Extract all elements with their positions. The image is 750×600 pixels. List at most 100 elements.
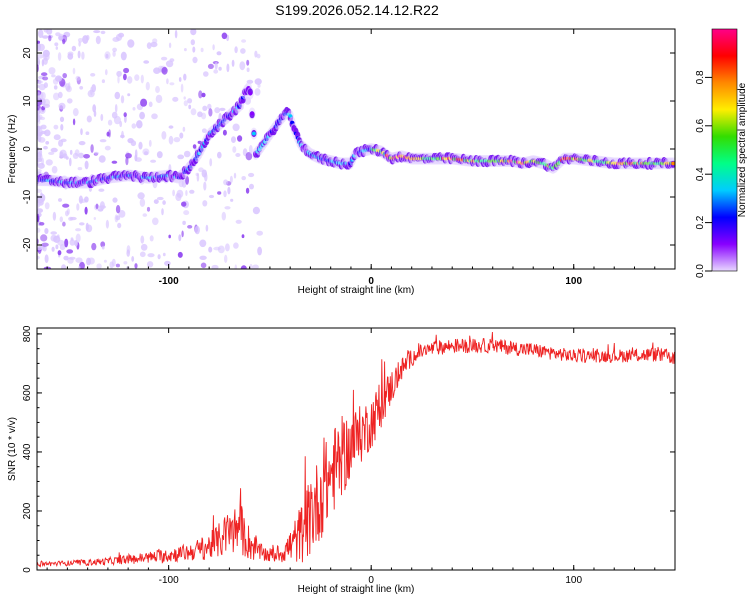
spectrogram-noise-blob — [140, 243, 148, 251]
spectrogram-noise-blob — [254, 88, 261, 96]
spectrogram-noise-blob — [40, 234, 48, 242]
spectrogram-noise-blob — [162, 252, 166, 257]
spectrogram-noise-blob — [75, 257, 83, 264]
spectrogram-noise-blob — [241, 176, 246, 181]
spectrogram-noise-blob — [90, 73, 96, 77]
spectrogram-xtick-label: -100 — [159, 276, 179, 287]
spectrogram-noise-blob — [121, 130, 124, 139]
colorbar-ticks: 0.0 0.2 0.4 0.6 0.8 — [695, 70, 712, 278]
spectrogram-noise-blob — [78, 41, 81, 47]
spectrogram-noise-blob — [37, 114, 41, 123]
spectrogram-noise-blob — [225, 243, 230, 252]
spectrogram-noise-blob — [140, 235, 145, 244]
spectrogram-noise-blob — [217, 191, 222, 195]
spectrogram-noise-blob — [81, 51, 85, 60]
spectrogram-noise-blob — [112, 50, 116, 57]
spectrogram-noise-blob — [178, 77, 182, 82]
spectrogram-noise-blob — [70, 237, 74, 241]
spectrogram-noise-blob — [230, 198, 234, 202]
spectrogram-noise-blob — [50, 147, 58, 153]
spectrogram-noise-blob — [169, 82, 175, 86]
spectrogram-noise-blob — [233, 172, 237, 179]
spectrogram-noise-blob — [199, 239, 207, 248]
snr-xtick-label: 100 — [565, 575, 582, 586]
spectrogram-noise-blob — [168, 234, 171, 239]
spectrogram-noise-blob — [98, 155, 106, 163]
spectrogram-noise-blob — [212, 44, 215, 51]
spectrogram-noise-blob — [172, 96, 179, 102]
spectrogram-noise-blob — [100, 30, 106, 35]
spectrogram-noise-blob — [105, 69, 108, 76]
spectrogram-noise-blob — [152, 217, 159, 226]
spectrogram-noise-blob — [37, 160, 40, 167]
spectrogram-noise-blob — [91, 242, 97, 251]
spectrogram-noise-blob — [176, 189, 184, 198]
colorbar-tick-label: 0.0 — [695, 264, 706, 278]
spectrogram-noise-blob — [198, 90, 203, 99]
spectrogram-noise-blob — [75, 228, 82, 232]
spectrogram-noise-blob — [104, 145, 111, 151]
spectrogram-noise-blob — [148, 101, 153, 108]
spectrogram-noise-blob — [55, 46, 58, 50]
spectrogram-noise-blob — [214, 107, 221, 114]
spectrogram-noise-blob — [185, 175, 190, 185]
spectrogram-noise-blob — [111, 111, 118, 119]
spectrogram-noise-blob — [150, 159, 157, 163]
spectrogram-ytick-label: -10 — [22, 189, 33, 204]
spectrogram-noise-blob — [202, 200, 208, 207]
spectrogram-noise-blob — [42, 49, 50, 58]
spectrogram-noise-blob — [115, 33, 123, 41]
spectrogram-noise-blob — [192, 46, 196, 53]
spectrogram-noise-blob — [62, 221, 66, 227]
spectrogram-noise-blob — [67, 98, 73, 104]
spectrogram-noise-blob — [53, 134, 61, 141]
spectrogram-noise-blob — [232, 123, 240, 132]
spectrogram-noise-blob — [146, 206, 151, 212]
spectrogram-noise-blob — [134, 149, 138, 159]
spectrogram-noise-blob — [111, 160, 118, 164]
spectrogram-noise-blob — [37, 151, 42, 160]
spectrogram-noise-blob — [190, 29, 197, 36]
spectrogram-noise-blob — [146, 42, 152, 49]
spectrogram-noise-blob — [202, 105, 208, 112]
spectrogram-noise-blob — [161, 131, 167, 140]
spectrogram-noise-blob — [107, 119, 113, 126]
spectrogram-noise-blob — [221, 32, 228, 40]
spectrogram-noise-blob — [180, 83, 184, 93]
spectrogram-noise-blob — [200, 262, 207, 269]
spectrogram-noise-blob — [50, 234, 58, 242]
snr-ytick-label: 200 — [22, 502, 33, 519]
spectrogram-noise-blob — [48, 35, 52, 42]
spectrogram-noise-blob — [43, 145, 48, 150]
spectrogram-noise-blob — [58, 139, 64, 147]
spectrogram-noise-blob — [201, 128, 207, 133]
spectrogram-noise-blob — [37, 188, 42, 193]
spectrogram-noise-blob — [48, 151, 55, 155]
spectrogram-noise-blob — [156, 151, 163, 159]
spectrogram-noise-blob — [125, 156, 129, 166]
spectrogram-noise-blob — [237, 135, 243, 142]
spectrogram-noise-blob — [190, 108, 197, 116]
spectrogram-noise-blob — [101, 245, 105, 250]
spectrogram-noise-blob — [188, 104, 192, 110]
spectrogram-noise-blob — [123, 112, 127, 118]
spectrogram-ytick-label: -20 — [22, 237, 33, 252]
spectrogram-noise-blob — [145, 81, 150, 91]
spectrogram-noise-blob — [139, 198, 146, 207]
spectrogram-noise-blob — [136, 120, 143, 129]
spectrogram-noise-blob — [153, 199, 159, 205]
spectrogram-noise-blob — [85, 131, 90, 135]
spectrogram-noise-blob — [207, 63, 214, 69]
spectrogram-noise-blob — [57, 52, 62, 61]
spectrogram-noise-blob — [232, 146, 237, 153]
spectrogram-noise-blob — [41, 72, 48, 77]
spectrogram-noise-blob — [165, 60, 174, 68]
spectrogram-noise-blob — [99, 139, 107, 143]
spectrogram-noise-blob — [46, 29, 53, 35]
spectrogram-noise-blob — [217, 151, 222, 159]
spectrogram-noise-blob — [149, 235, 154, 242]
spectrogram-noise-blob — [39, 222, 45, 226]
spectrogram-noise-blob — [40, 124, 47, 130]
